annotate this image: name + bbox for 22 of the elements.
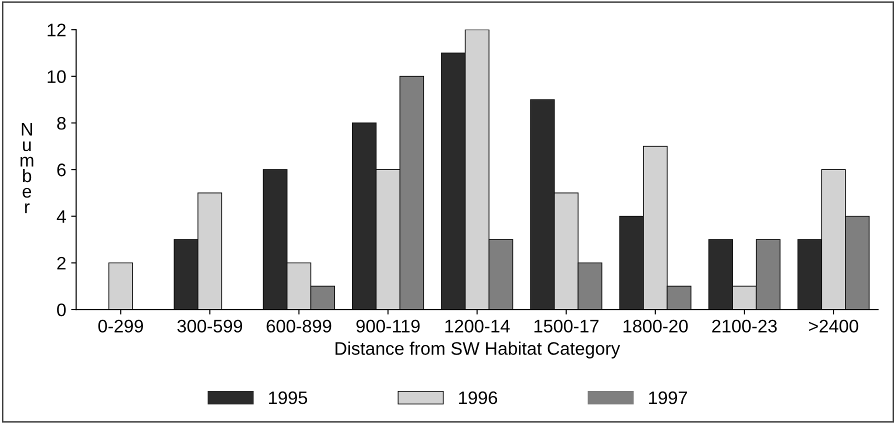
y-tick-label: 4 [56,210,66,223]
x-tick-label: 1800-20 [624,320,688,333]
y-tick-label: 2 [57,256,66,270]
y-tick-label: 0 [57,303,66,316]
y-tick-label: 10 [48,70,66,84]
y-tick-label: 6 [57,164,66,176]
x-tick-label: 0-299 [98,320,143,333]
x-tick-label: 300-599 [177,320,242,333]
x-tick-label: 2100-23 [712,320,777,333]
x-tick-label: 600-899 [266,320,332,333]
x-axis-title: Distance from SW Habitat Category [336,342,620,358]
legend-label: 1997 [649,391,687,404]
x-tick-label: 1500-17 [534,320,598,333]
legend-label: 1995 [269,391,308,404]
x-tick-label: >2400 [809,320,858,333]
bar [108,262,134,310]
y-tick-label: 12 [48,24,66,36]
x-tick-label: 900-119 [356,320,420,333]
legend-label: 1996 [459,391,498,404]
x-tick-label: 1200-14 [445,320,510,333]
y-axis-title: Number [20,123,34,214]
y-tick-label: 8 [57,116,66,130]
